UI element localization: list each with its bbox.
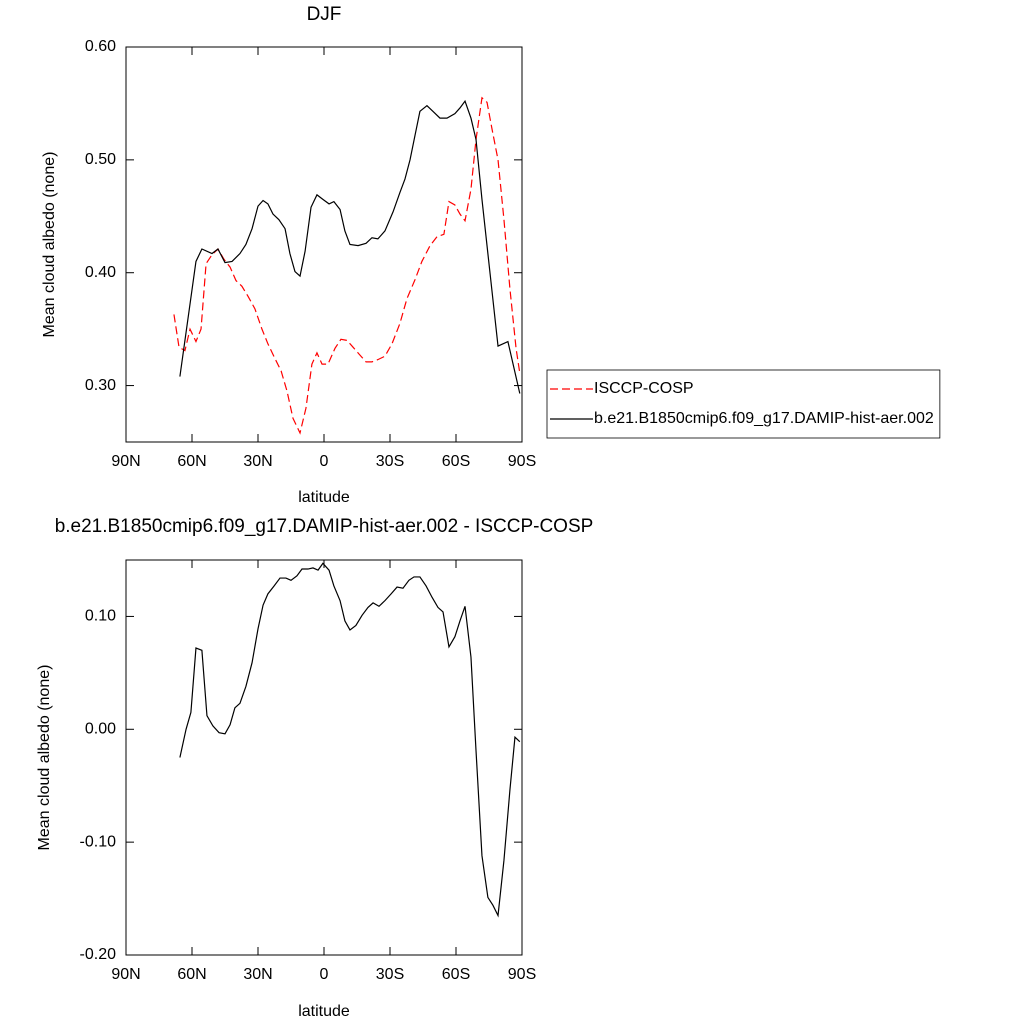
x-tick-label: 0 — [320, 966, 329, 983]
y-axis-label: Mean cloud albedo (none) — [36, 665, 53, 851]
x-axis-label: latitude — [298, 1003, 350, 1020]
x-tick-label: 30N — [243, 966, 272, 983]
x-tick-label: 90N — [111, 453, 140, 470]
data-line — [179, 562, 521, 918]
x-tick-label: 60N — [177, 453, 206, 470]
data-line — [179, 99, 521, 394]
x-tick-label: 60N — [177, 966, 206, 983]
x-tick-label: 90N — [111, 966, 140, 983]
x-tick-label: 90S — [508, 966, 536, 983]
y-tick-label: 0.50 — [85, 151, 116, 168]
y-tick-label: -0.10 — [80, 833, 117, 850]
y-axis-label: Mean cloud albedo (none) — [41, 152, 58, 338]
x-tick-label: 30S — [376, 453, 404, 470]
x-tick-label: 90S — [508, 453, 536, 470]
chart-title: DJF — [307, 4, 342, 25]
y-tick-label: 0.00 — [85, 721, 116, 738]
x-tick-label: 30S — [376, 966, 404, 983]
y-tick-label: 0.40 — [85, 264, 116, 281]
chart-title: b.e21.B1850cmip6.f09_g17.DAMIP-hist-aer.… — [55, 516, 594, 537]
legend-label: b.e21.B1850cmip6.f09_g17.DAMIP-hist-aer.… — [594, 410, 934, 427]
data-line — [173, 96, 521, 435]
plot-frame — [125, 46, 523, 443]
x-axis-label: latitude — [298, 489, 350, 506]
y-tick-label: -0.20 — [80, 946, 117, 963]
x-tick-label: 0 — [320, 453, 329, 470]
x-tick-label: 60S — [442, 966, 470, 983]
plot-frame — [125, 559, 523, 956]
y-tick-label: 0.30 — [85, 377, 116, 394]
x-tick-label: 60S — [442, 453, 470, 470]
y-tick-label: 0.10 — [85, 608, 116, 625]
y-tick-label: 0.60 — [85, 38, 116, 55]
legend-box — [546, 369, 941, 439]
legend-label: ISCCP-COSP — [594, 380, 694, 397]
x-tick-label: 30N — [243, 453, 272, 470]
